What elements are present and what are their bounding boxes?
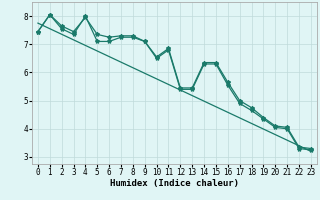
X-axis label: Humidex (Indice chaleur): Humidex (Indice chaleur) bbox=[110, 179, 239, 188]
